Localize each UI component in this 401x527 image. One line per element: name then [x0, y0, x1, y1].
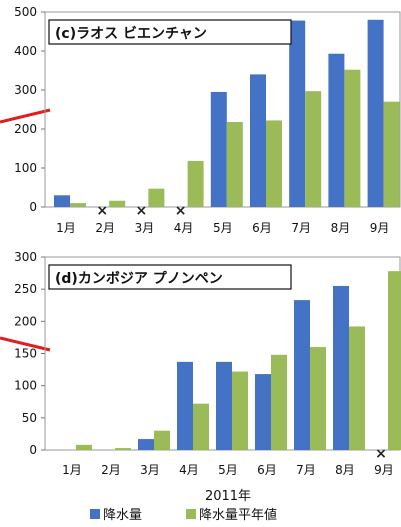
bar-rainfall-4 [177, 361, 193, 450]
missing-data-marker: × [96, 203, 108, 219]
x-tick-label: 2月 [95, 221, 115, 235]
bar-normal-5 [232, 371, 248, 450]
chart-title-box [48, 19, 292, 45]
bar-rainfall-8 [333, 285, 349, 450]
x-tick-label: 6月 [252, 221, 272, 235]
bar-normal-2 [115, 448, 131, 450]
bar-rainfall-5 [210, 91, 227, 207]
chart-phnom-penh: 0 50 100 150 200 250 300 1月 2月 3月 4月 5月 6月 7月 8月 9月× (d)… [14, 250, 401, 477]
x-tick-label: 7月 [296, 463, 316, 477]
missing-data-marker: × [375, 446, 387, 462]
bar-rainfall-6 [255, 374, 271, 450]
bar-normal-4 [193, 403, 209, 450]
x-axis-label: 2011年 [205, 489, 251, 504]
legend-swatch-rainfall [90, 509, 100, 519]
y-tick-label: 150 [14, 347, 37, 361]
bar-normal-8 [344, 69, 361, 207]
bar-normal-8 [349, 326, 365, 450]
bar-normal-1 [70, 203, 86, 207]
y-tick-label: 100 [14, 161, 37, 175]
bar-normal-1 [76, 444, 92, 450]
x-tick-label: 6月 [257, 463, 277, 477]
x-tick-label: 1月 [56, 221, 76, 235]
legend-swatch-normal [186, 509, 196, 519]
x-tick-label: 5月 [218, 463, 238, 477]
chart-title-vientiane: (c)ラオス ビエンチャン [55, 26, 207, 42]
y-tick-label: 300 [14, 250, 37, 264]
y-tick-label: 500 [14, 5, 37, 19]
y-tick-label: 300 [14, 83, 37, 97]
x-tick-label: 4月 [179, 463, 199, 477]
bar-normal-4 [187, 160, 204, 207]
y-tick-label: 50 [22, 411, 37, 425]
bar-normal-7 [310, 347, 326, 450]
missing-data-marker: × [136, 203, 148, 219]
bar-normal-3 [154, 430, 170, 450]
bar-rainfall-8 [328, 53, 345, 208]
red-arrow-line-top [0, 108, 51, 124]
chart-vientiane: 0 100 200 300 400 500 1月 2月 × 3月 × 4月 × 5月 6月 7月 8月 9月 (c)… [14, 5, 401, 235]
legend-label-normal: 降水量平年値 [199, 507, 277, 523]
x-tick-label: 1月 [62, 463, 82, 477]
bar-rainfall-7 [289, 20, 306, 207]
bar-normal-3 [148, 188, 165, 207]
bar-normal-9 [383, 101, 400, 207]
y-tick-label: 250 [14, 282, 37, 296]
bar-normal-6 [271, 354, 287, 450]
x-tick-label: 3月 [140, 463, 160, 477]
y-tick-label: 0 [29, 443, 37, 457]
bar-normal-2 [109, 200, 126, 207]
bar-rainfall-7 [294, 300, 310, 450]
y-tick-label: 200 [14, 314, 37, 328]
y-tick-label: 200 [14, 122, 37, 136]
bar-normal-5 [226, 121, 243, 207]
missing-data-marker: × [175, 203, 187, 219]
x-tick-label: 8月 [331, 221, 351, 235]
bar-normal-9 [388, 271, 401, 450]
y-tick-label: 0 [29, 200, 37, 214]
x-tick-label: 2月 [101, 463, 121, 477]
bar-rainfall-3 [138, 439, 154, 450]
x-tick-label: 8月 [335, 463, 355, 477]
legend-label-rainfall: 降水量 [103, 508, 142, 523]
chart-title-phnom-penh: (d)カンボジア プノンペン [55, 271, 223, 287]
x-tick-label: 5月 [213, 221, 233, 235]
bar-rainfall-6 [250, 74, 266, 208]
y-tick-label: 100 [14, 379, 37, 393]
bar-rainfall-9 [367, 19, 384, 207]
y-tick-label: 400 [14, 44, 37, 58]
x-tick-label: 4月 [174, 221, 194, 235]
red-arrow-line-bottom [0, 336, 51, 352]
x-tick-label: 3月 [135, 221, 155, 235]
x-tick-label: 9月 [370, 221, 390, 235]
x-tick-label: 7月 [291, 221, 311, 235]
bar-rainfall-5 [216, 361, 232, 450]
bar-normal-6 [266, 120, 282, 207]
bar-normal-7 [305, 91, 322, 207]
legend: 降水量 降水量平年値 [90, 507, 277, 523]
chart-title-box [48, 264, 292, 290]
bar-rainfall-1 [54, 195, 70, 207]
x-tick-label: 9月 [374, 463, 394, 477]
